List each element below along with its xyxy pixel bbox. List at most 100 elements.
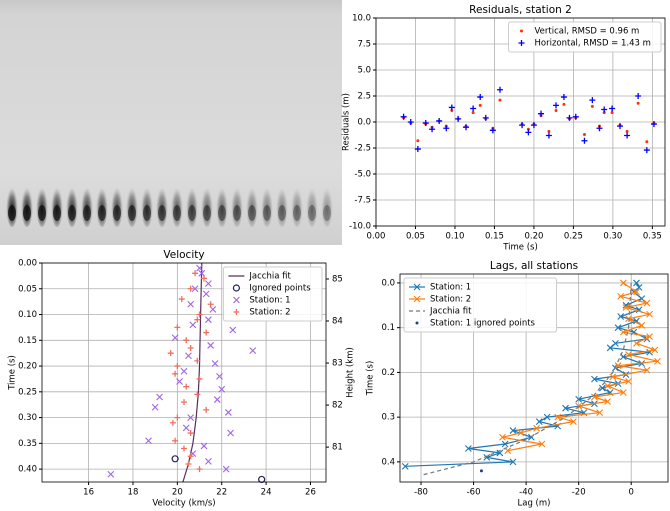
data-point <box>178 296 185 303</box>
data-point <box>598 384 606 392</box>
y-tick-label: 0.35 <box>18 439 37 449</box>
streak-core <box>278 205 286 221</box>
x-tick-label: 0.25 <box>564 232 583 242</box>
data-point <box>205 316 212 324</box>
data-point <box>617 292 625 300</box>
streak-core <box>23 205 31 221</box>
legend-swatch <box>232 284 240 292</box>
data-point <box>429 126 436 133</box>
data-point <box>174 324 181 331</box>
y-tick-label: 2.5 <box>357 92 371 102</box>
data-point <box>169 419 176 426</box>
data-point <box>107 470 115 478</box>
data-point <box>589 97 596 104</box>
streak-core <box>323 205 331 221</box>
data-point <box>229 326 237 334</box>
data-point <box>187 285 194 292</box>
data-point <box>638 295 646 302</box>
data-point <box>200 442 208 450</box>
x-tick-label: 0.20 <box>524 232 543 242</box>
data-point <box>194 316 201 323</box>
data-point <box>646 310 653 318</box>
streak <box>306 183 318 227</box>
legend-label: Jacchia fit <box>429 307 472 317</box>
data-point <box>635 284 643 291</box>
streak-core <box>218 205 226 221</box>
chart-title: Residuals, station 2 <box>469 4 572 16</box>
x-tick-label: 18 <box>128 488 139 498</box>
y-tick-label: -10.0 <box>349 222 371 232</box>
data-point <box>207 342 215 349</box>
x-tick-label: 26 <box>305 488 316 498</box>
x-tick-label: 0.15 <box>485 232 504 242</box>
y-tick-label: 0.3 <box>381 413 395 423</box>
y-tick-label: 0.4 <box>381 457 395 467</box>
streak-core <box>68 205 76 221</box>
series-layer <box>107 262 266 484</box>
y2-tick-label: 82 <box>332 401 343 411</box>
data-point <box>249 347 257 354</box>
data-point <box>227 429 234 437</box>
data-point <box>400 113 407 120</box>
streak-image <box>0 0 342 245</box>
data-point <box>616 123 623 130</box>
data-point <box>602 111 606 115</box>
data-point <box>562 102 566 106</box>
series-layer <box>401 279 661 476</box>
data-point <box>479 469 483 473</box>
data-point <box>625 129 629 133</box>
data-point <box>194 391 201 398</box>
data-point <box>182 424 190 432</box>
data-point <box>213 396 221 403</box>
data-point <box>581 137 588 144</box>
y-axis-label: Residuals (m) <box>342 93 352 151</box>
data-point <box>187 300 195 308</box>
data-point <box>203 406 210 413</box>
data-point <box>172 370 179 377</box>
y-tick-label: 0.00 <box>18 259 37 269</box>
legend-box <box>222 266 323 322</box>
data-point <box>407 119 414 125</box>
legend-swatch <box>413 283 421 291</box>
streak-core <box>113 205 121 221</box>
legend-label: Station: 2 <box>430 295 471 305</box>
data-point <box>538 440 546 448</box>
data-point <box>187 345 194 352</box>
data-point <box>183 337 190 344</box>
data-point <box>174 414 181 421</box>
legend-label: Station: 1 <box>430 283 471 293</box>
streak-core <box>158 205 166 221</box>
data-point <box>614 362 622 370</box>
data-point <box>185 352 192 360</box>
x-tick-label: -40 <box>519 488 533 498</box>
data-point <box>554 413 562 421</box>
y2-tick-label: 83 <box>332 359 343 369</box>
series-line <box>420 282 632 476</box>
data-point <box>624 132 631 139</box>
x-tick-label: 0.10 <box>445 232 464 242</box>
data-point <box>606 344 614 352</box>
data-point <box>191 285 199 293</box>
data-point <box>174 363 181 370</box>
data-point <box>470 105 477 112</box>
data-point <box>519 122 526 129</box>
data-point <box>582 132 586 136</box>
data-point <box>625 377 632 385</box>
data-point <box>258 475 266 484</box>
plot-frame <box>41 262 327 483</box>
x-tick-label: 0.00 <box>367 232 386 242</box>
plot-frame <box>399 273 669 483</box>
streak-core <box>128 205 136 221</box>
data-point <box>218 385 226 393</box>
y-tick-label: 0.25 <box>18 387 37 397</box>
data-point <box>630 288 638 296</box>
data-point <box>619 279 627 287</box>
data-point <box>222 465 230 473</box>
legend-label: Station: 2 <box>249 308 290 318</box>
streak <box>321 183 333 227</box>
data-point <box>196 311 203 318</box>
data-point <box>171 455 179 463</box>
data-point <box>619 328 627 336</box>
y2-tick-label: 81 <box>332 443 343 453</box>
chart-title: Velocity <box>163 249 204 261</box>
